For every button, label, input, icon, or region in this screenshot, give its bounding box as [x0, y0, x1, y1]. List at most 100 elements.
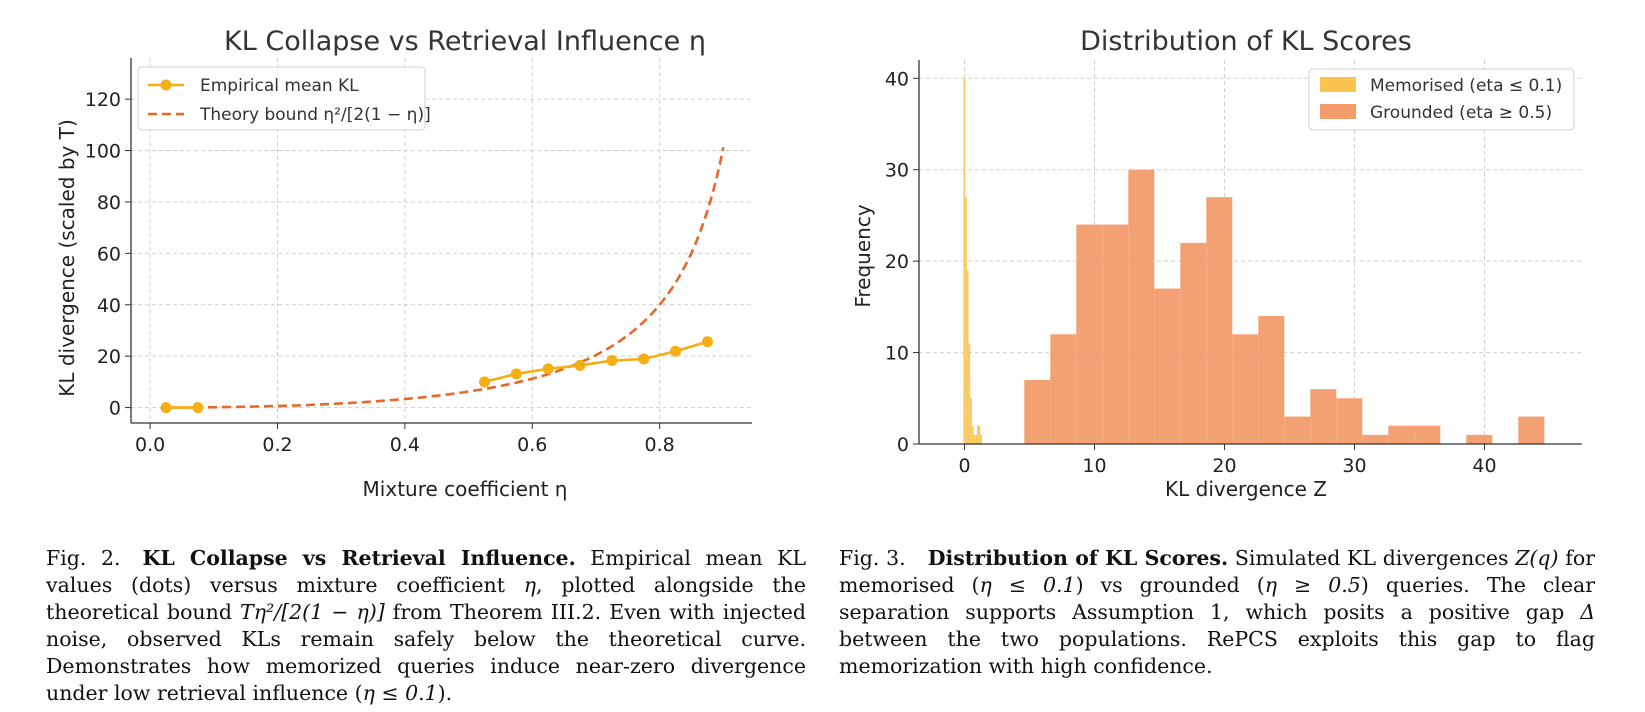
x-axis-label: KL divergence Z — [1165, 477, 1327, 501]
caption-text: between the two populations. RePCS explo… — [839, 627, 1595, 678]
grounded-bar — [1362, 434, 1389, 444]
caption-figure-number: Fig. 3. — [839, 546, 906, 570]
x-tick-label: 10 — [1082, 455, 1106, 477]
y-tick-label: 30 — [885, 160, 909, 182]
memorised-bar — [976, 425, 979, 444]
grounded-bar — [1024, 380, 1051, 444]
x-tick-label: 20 — [1212, 455, 1236, 477]
grounded-bar — [1258, 316, 1285, 444]
y-tick-label: 100 — [85, 141, 121, 163]
grounded-bar — [1154, 288, 1181, 444]
caption-math: η ≥ 0.5 — [1264, 573, 1361, 597]
y-tick-label: 0 — [109, 398, 121, 420]
empirical-mean-point — [478, 376, 490, 388]
legend-frame — [137, 66, 426, 131]
caption-math: Δ — [1580, 600, 1595, 624]
legend: Memorised (eta ≤ 0.1) Grounded (eta ≥ 0.5… — [1308, 68, 1575, 131]
legend-frame — [1308, 68, 1575, 131]
memorised-bar — [980, 434, 983, 444]
figure-canvas: KL Collapse vs Retrieval Influence η 0.0… — [55, 26, 1582, 501]
memorised-bar — [975, 434, 977, 444]
y-axis-label: KL divergence (scaled by T) — [55, 119, 79, 397]
grounded-bar — [1102, 224, 1129, 444]
caption-text: Empirical mean KL values (dots) versus m… — [46, 546, 806, 597]
legend-swatch-memorised — [1320, 77, 1356, 92]
empirical-mean-point — [542, 363, 554, 375]
chart-title: KL Collapse vs Retrieval Influence η — [224, 26, 706, 57]
empirical-mean-point — [160, 402, 172, 414]
chart-title: Distribution of KL Scores — [1080, 26, 1412, 57]
memorised-bar — [965, 197, 967, 444]
y-tick-label: 20 — [97, 346, 121, 368]
grounded-bar — [1050, 334, 1077, 444]
legend-swatch-grounded — [1320, 104, 1356, 119]
series — [160, 147, 725, 414]
empirical-mean-point — [192, 402, 204, 414]
x-axis-label: Mixture coefficient η — [363, 477, 568, 501]
legend-label-theory: Theory bound η²/[2(1 − η)] — [199, 105, 431, 125]
caption-math: η ≤ 0.1 — [362, 681, 438, 705]
y-tick-label: 0 — [897, 434, 909, 456]
x-tick-label: 40 — [1472, 455, 1496, 477]
x-tick-label: 0.6 — [517, 434, 547, 456]
y-tick-label: 80 — [97, 192, 121, 214]
x-tick-label: 0.4 — [390, 434, 420, 456]
legend: Empirical mean KL Theory bound η²/[2(1 − … — [137, 66, 431, 131]
empirical-mean-point — [638, 353, 650, 365]
memorised-bar — [971, 425, 974, 444]
legend-label-grounded: Grounded (eta ≥ 0.5) — [1370, 103, 1552, 123]
caption-text: ) vs grounded ( — [1075, 573, 1265, 597]
x-tick-label: 0.2 — [262, 434, 292, 456]
memorised-bar — [970, 398, 972, 444]
caption-text: from Theorem III.2. Even with injected n… — [46, 600, 806, 705]
x-tick-label: 0.8 — [645, 434, 675, 456]
empirical-mean-point — [510, 368, 522, 380]
axes — [913, 60, 1582, 450]
caption-text: Simulated KL divergences — [1228, 546, 1516, 570]
x-tick-label: 0 — [958, 455, 970, 477]
kl-collapse-chart: KL Collapse vs Retrieval Influence η 0.0… — [55, 26, 752, 501]
histogram-bars — [963, 78, 1545, 445]
x-tick-label: 30 — [1342, 455, 1366, 477]
memorised-bar — [978, 425, 981, 444]
grounded-bar — [1206, 197, 1233, 444]
y-axis-label: Frequency — [851, 204, 875, 307]
legend-marker-empirical — [160, 79, 172, 91]
caption-text: ). — [437, 681, 453, 705]
y-tick-label: 60 — [97, 243, 121, 265]
y-tick-label: 40 — [97, 295, 121, 317]
caption-text: ) queries. The clear separation supports… — [839, 573, 1596, 624]
empirical-mean-point — [670, 345, 682, 357]
memorised-bar — [968, 343, 971, 444]
memorised-bar — [973, 434, 976, 444]
caption-title: Distribution of KL Scores. — [927, 546, 1229, 570]
figure-2-caption: Fig. 2. KL Collapse vs Retrieval Influenc… — [46, 545, 806, 707]
y-tick-label: 10 — [885, 343, 909, 365]
memorised-bar — [963, 78, 966, 445]
y-tick-label: 120 — [85, 89, 121, 111]
grounded-bar — [1466, 434, 1493, 444]
theory-bound-line — [165, 147, 725, 409]
y-tick-label: 20 — [885, 251, 909, 273]
grounded-bar — [1180, 242, 1207, 444]
grounded-bar — [1232, 334, 1259, 444]
grounded-bar — [1128, 169, 1155, 444]
grounded-bar — [1076, 224, 1103, 444]
caption-text: for memorised ( — [839, 546, 1595, 597]
caption-text: , plotted alongside the theoretical boun… — [46, 573, 807, 624]
empirical-mean-point — [701, 336, 713, 348]
legend-label-empirical: Empirical mean KL — [200, 76, 359, 96]
caption-math: η — [523, 573, 537, 597]
caption-math: η ≤ 0.1 — [979, 573, 1076, 597]
tick-labels: 0.0 0.2 0.4 0.6 0.8 0 20 40 60 80 100 120 — [85, 89, 675, 456]
caption-math: Z(q) — [1515, 546, 1559, 570]
grounded-bar — [1336, 398, 1363, 444]
empirical-mean-point — [574, 359, 586, 371]
memorised-bar — [966, 270, 969, 444]
figure-3-caption: Fig. 3. Distribution of KL Scores. Simula… — [839, 545, 1595, 680]
caption-figure-number: Fig. 2. — [46, 546, 121, 570]
grounded-bar — [1518, 416, 1545, 444]
legend-label-memorised: Memorised (eta ≤ 0.1) — [1370, 76, 1562, 96]
kl-distribution-chart: Distribution of KL Scores 0 10 20 30 40 0 10 20… — [851, 26, 1582, 501]
caption-math: Tη²/[2(1 − η)] — [240, 600, 385, 624]
